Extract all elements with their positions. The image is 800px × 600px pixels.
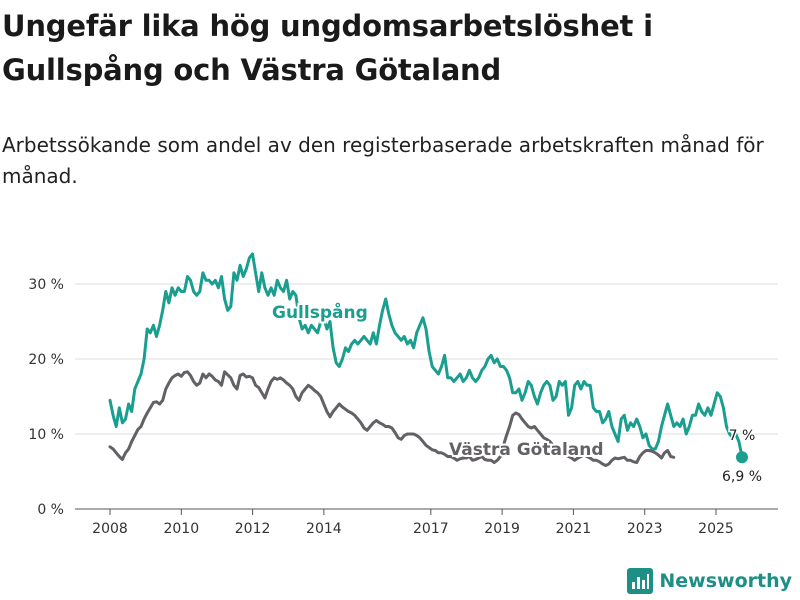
y-tick-label: 30 % — [28, 277, 64, 293]
series-line-vastra-gotaland — [108, 370, 676, 467]
x-tick-label: 2025 — [698, 521, 734, 537]
chart-subtitle: Arbetssökande som andel av den registerb… — [2, 133, 764, 188]
brand-name: Newsworthy — [659, 570, 792, 592]
x-tick-label: 2017 — [413, 521, 449, 537]
end-value-label-gullspang: 7 % — [729, 428, 756, 444]
x-tick-label: 2008 — [92, 521, 128, 537]
series-label-vastra-gotaland: Västra Götaland — [449, 440, 604, 460]
x-tick-label: 2012 — [235, 521, 271, 537]
y-tick-label: 0 % — [37, 502, 64, 518]
x-tick-label: 2010 — [163, 521, 199, 537]
end-value-label-vastra-gotaland: 6,9 % — [722, 469, 762, 485]
series-lines — [108, 252, 748, 467]
series-line-gullspang — [108, 252, 744, 458]
x-tick-label: 2014 — [306, 521, 342, 537]
x-tick-label: 2019 — [484, 521, 520, 537]
x-tick-label: 2021 — [556, 521, 592, 537]
chart-title: Ungefär lika hög ungdomsarbetslöshet i G… — [2, 9, 653, 87]
axes: 0 % 10 % 20 % 30 % 2008 2010 2012 2014 2017 2019 2… — [28, 277, 733, 537]
bar-chart-logo-icon — [627, 568, 654, 594]
labels: Gullspång Västra Götaland 7 % 6,9 % — [270, 299, 764, 487]
brand-logo[interactable]: Newsworthy — [627, 568, 792, 594]
y-tick-label: 20 % — [28, 352, 64, 368]
x-tick-label: 2023 — [627, 521, 663, 537]
y-tick-label: 10 % — [28, 427, 64, 443]
series-label-gullspang: Gullspång — [272, 301, 368, 323]
end-point-marker — [736, 451, 748, 464]
gridlines — [75, 283, 778, 510]
